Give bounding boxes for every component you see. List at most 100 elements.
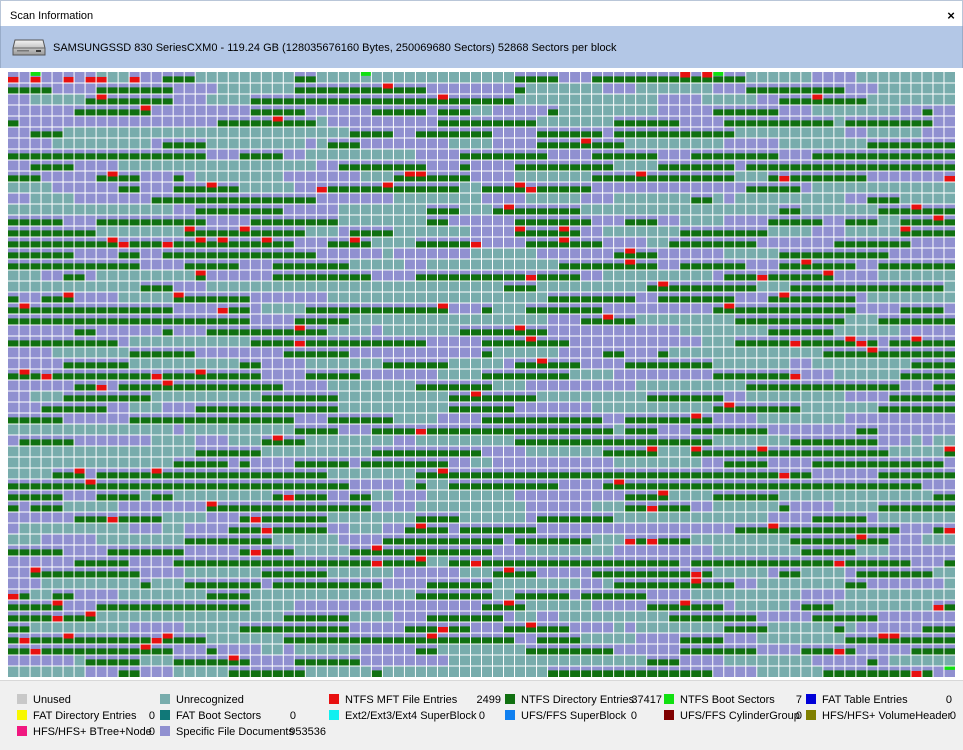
directory-block [910, 637, 922, 644]
directory-block [536, 76, 548, 83]
unrecognized-block [30, 622, 42, 633]
directory-block [591, 76, 603, 83]
directory-block [349, 274, 361, 281]
unrecognized-block [30, 534, 42, 545]
unrecognized-block [547, 391, 559, 402]
directory-block [723, 494, 735, 501]
unrecognized-block [624, 270, 636, 281]
directory-block [767, 318, 779, 325]
directory-block [239, 373, 251, 380]
unrecognized-block [899, 83, 911, 94]
directory-block [239, 538, 251, 545]
directory-block [767, 483, 779, 490]
grid-line [8, 445, 955, 447]
unrecognized-block [327, 666, 339, 677]
unrecognized-block [74, 666, 86, 677]
grid-line [403, 72, 405, 677]
unrecognized-block [261, 281, 273, 292]
directory-block [228, 120, 240, 127]
directory-block [382, 560, 394, 567]
directory-block [734, 307, 746, 314]
directory-block [602, 450, 614, 457]
directory-block [888, 670, 900, 677]
unrecognized-block [767, 413, 779, 424]
unrecognized-block [701, 325, 713, 336]
directory-block [866, 439, 878, 446]
grid-line [778, 72, 780, 677]
directory-block [415, 362, 427, 369]
directory-block [888, 197, 900, 204]
unrecognized-block [250, 589, 262, 600]
directory-block [613, 263, 625, 270]
directory-block [866, 352, 878, 358]
directory-block [679, 175, 691, 182]
unrecognized-block [30, 446, 42, 457]
unrecognized-block [624, 138, 636, 149]
directory-block [657, 505, 669, 512]
directory-block [943, 637, 955, 644]
unrecognized-block [800, 138, 812, 149]
directory-block [921, 109, 933, 116]
unrecognized-block [217, 83, 229, 94]
directory-block [206, 582, 218, 589]
unrecognized-block [129, 589, 141, 600]
unrecognized-block [888, 369, 900, 380]
legend-item: UFS/FFS CylinderGroup 0 [664, 709, 802, 723]
directory-block [833, 461, 845, 468]
directory-block [657, 417, 669, 424]
unrecognized-block [789, 666, 801, 677]
directory-block [162, 648, 174, 655]
unrecognized-block [734, 127, 746, 138]
mft-block [613, 479, 625, 485]
directory-block [778, 252, 790, 259]
unrecognized-block [140, 127, 152, 138]
directory-block [602, 670, 614, 677]
mft-block [723, 402, 735, 408]
directory-block [41, 219, 53, 226]
unrecognized-block [151, 655, 163, 666]
directory-block [569, 263, 581, 270]
unrecognized-block [536, 655, 548, 666]
close-icon[interactable]: × [947, 8, 955, 23]
unrecognized-block [701, 215, 713, 226]
directory-block [118, 384, 130, 391]
directory-block [800, 549, 812, 556]
unrecognized-block [503, 248, 515, 259]
unrecognized-block [228, 336, 240, 347]
grid-line [293, 72, 295, 677]
unrecognized-block [30, 193, 42, 204]
unrecognized-block [52, 204, 64, 215]
directory-block [679, 472, 691, 479]
unrecognized-block [448, 325, 460, 336]
directory-block [778, 307, 790, 314]
directory-block [129, 516, 141, 523]
directory-block [789, 329, 801, 336]
directory-block [96, 637, 108, 644]
unrecognized-block [921, 83, 933, 94]
unrecognized-block [74, 622, 86, 633]
unrecognized-block [107, 204, 119, 215]
unrecognized-block [30, 204, 42, 215]
directory-block [899, 120, 911, 127]
directory-block [250, 483, 262, 490]
unrecognized-block [701, 336, 713, 347]
directory-block [635, 450, 647, 457]
unrecognized-block [811, 633, 823, 644]
unrecognized-block [470, 259, 482, 270]
directory-block [536, 329, 548, 336]
grid-line [8, 588, 955, 590]
unrecognized-block [558, 655, 570, 666]
directory-block [261, 98, 273, 105]
directory-block [679, 263, 691, 270]
unrecognized-block [547, 259, 559, 270]
directory-block [558, 274, 570, 281]
directory-block [151, 318, 163, 325]
directory-block [756, 626, 768, 633]
directory-block [855, 252, 867, 259]
directory-block [492, 483, 504, 490]
directory-block [41, 318, 53, 325]
unrecognized-block [899, 94, 911, 105]
directory-block [899, 285, 911, 292]
grid-line [8, 412, 955, 414]
mft-block [8, 593, 20, 600]
